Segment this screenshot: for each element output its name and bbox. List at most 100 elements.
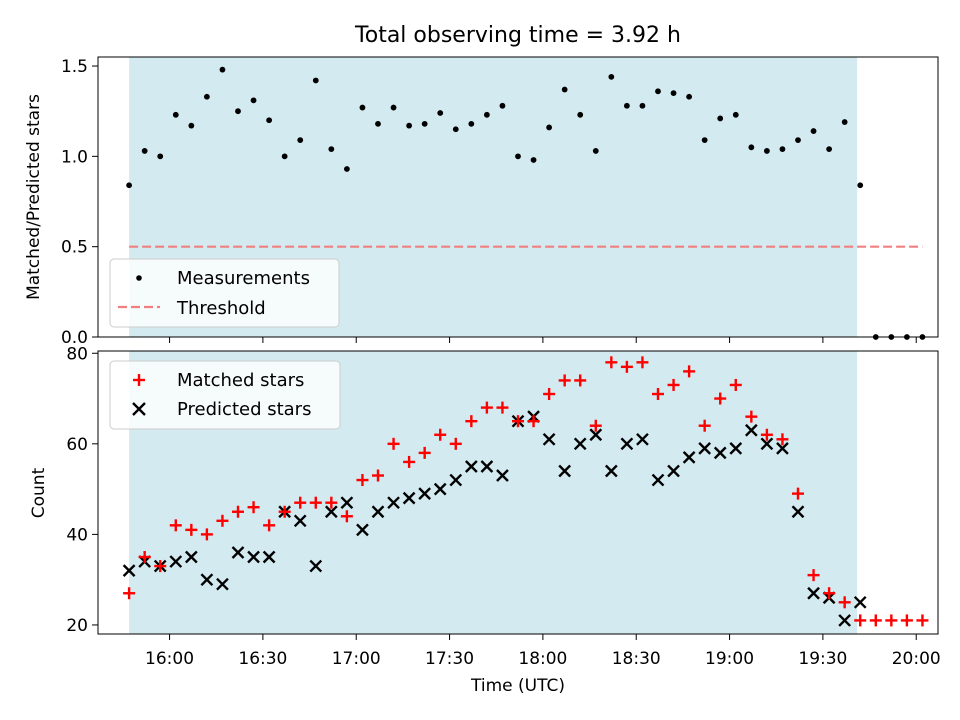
measurement-point — [343, 166, 350, 172]
legend-measurements-marker — [136, 275, 142, 281]
matched-point — [776, 433, 789, 446]
matched-point — [885, 614, 898, 627]
x-tick-label: 16:00 — [145, 649, 194, 669]
measurement-point — [281, 153, 288, 160]
measurement-point — [437, 110, 444, 116]
measurement-point — [297, 137, 304, 143]
x-tick-label: 18:00 — [518, 649, 567, 669]
predicted-point — [356, 523, 369, 537]
measurement-point — [592, 148, 599, 154]
predicted-point — [262, 550, 276, 564]
bottom-plot-frame — [97, 350, 939, 635]
matched-point — [589, 419, 602, 432]
x-tick-label: 16:30 — [238, 649, 287, 669]
legend-matched-label: Matched stars — [177, 370, 304, 391]
measurement-point — [748, 144, 755, 151]
matched-point — [792, 487, 804, 500]
predicted-point — [791, 505, 805, 519]
predicted-point — [573, 437, 587, 451]
measurement-point — [701, 137, 708, 143]
measurement-point — [141, 148, 148, 154]
x-tick-label: 17:00 — [332, 649, 381, 669]
y-tick-label: 40 — [66, 525, 88, 545]
measurement-point — [546, 124, 553, 131]
chart-title: Total observing time = 3.92 h — [354, 23, 681, 48]
bottom-y-axis: 20 40 60 80 — [66, 344, 98, 636]
predicted-point — [760, 437, 774, 451]
measurement-point — [686, 93, 693, 100]
measurement-point — [250, 97, 257, 104]
bottom-x-axis: 16:00 16:30 17:00 17:30 18:00 18:30 19:00 19:30… — [145, 634, 941, 669]
matched-point — [729, 378, 742, 391]
measurement-point — [126, 182, 133, 189]
measurement-point — [421, 120, 428, 127]
matched-point — [387, 437, 400, 450]
matched-point — [683, 365, 696, 378]
top-legend: Measurements Threshold — [109, 258, 340, 328]
predicted-point — [309, 559, 323, 573]
matched-point — [138, 551, 151, 564]
measurement-points — [126, 66, 926, 340]
matched-point — [527, 415, 540, 428]
predicted-point — [293, 514, 307, 528]
measurement-point — [390, 104, 397, 111]
matched-point — [169, 519, 182, 532]
matched-point — [869, 614, 882, 627]
predicted-point — [231, 546, 245, 559]
predicted-point — [713, 446, 727, 460]
matched-point — [216, 514, 229, 527]
measurement-point — [826, 146, 833, 153]
predicted-point — [636, 432, 649, 446]
predicted-point — [667, 464, 680, 478]
measurement-point — [763, 148, 770, 154]
matched-point — [652, 388, 664, 401]
predicted-point — [418, 487, 432, 500]
predicted-point — [169, 555, 183, 568]
x-tick-label: 17:30 — [425, 649, 474, 669]
predicted-point — [620, 437, 634, 451]
predicted-point — [744, 423, 758, 437]
top-legend-box — [109, 258, 340, 328]
matched-point — [698, 419, 711, 432]
predicted-point — [682, 451, 696, 464]
measurement-point — [717, 115, 724, 122]
matched-point — [325, 496, 338, 509]
measurement-point — [452, 126, 459, 133]
legend-predicted-label: Predicted stars — [177, 399, 311, 420]
measurement-point — [515, 153, 521, 160]
measurement-point — [406, 122, 413, 129]
x-tick-label: 20:00 — [892, 649, 941, 669]
x-axis-label: Time (UTC) — [470, 676, 565, 696]
matched-point — [356, 474, 369, 487]
measurement-point — [639, 102, 646, 109]
predicted-point — [433, 482, 447, 496]
top-plot-frame — [97, 56, 939, 338]
top-x-ticks — [169, 337, 917, 343]
measurement-point — [219, 66, 226, 73]
predicted-point — [838, 614, 852, 627]
matched-point — [154, 560, 167, 573]
matched-point — [418, 446, 431, 459]
matched-point — [558, 374, 571, 387]
top-panel: 0.0 0.5 1.0 1.5 Total observing time = 3.92… — [24, 23, 939, 348]
matched-point — [636, 356, 649, 369]
measurement-point — [375, 120, 381, 127]
matched-point — [714, 392, 727, 405]
matched-point — [807, 569, 820, 582]
x-tick-label: 18:30 — [612, 649, 661, 669]
matched-point — [465, 415, 478, 428]
matched-point — [605, 356, 618, 369]
measurement-point — [577, 111, 584, 118]
legend-measurements-label: Measurements — [177, 268, 310, 289]
measurement-point — [608, 73, 615, 80]
predicted-point — [604, 464, 618, 478]
measurement-point — [172, 111, 179, 118]
x-tick-label: 19:30 — [798, 649, 847, 669]
matched-point — [294, 496, 307, 509]
predicted-point — [340, 496, 354, 510]
predicted-point — [776, 442, 789, 455]
matched-point — [278, 505, 291, 518]
matched-point — [340, 510, 353, 523]
predicted-point — [480, 460, 494, 473]
